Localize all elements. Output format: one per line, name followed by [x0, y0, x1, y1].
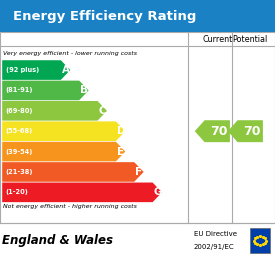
Text: Not energy efficient - higher running costs: Not energy efficient - higher running co… — [3, 204, 137, 209]
Text: 70: 70 — [243, 125, 260, 138]
Text: A: A — [62, 65, 70, 75]
Bar — [0, 32, 275, 223]
Text: E: E — [117, 147, 124, 157]
Text: EU Directive: EU Directive — [194, 231, 237, 237]
Text: 70: 70 — [210, 125, 227, 138]
Text: (55-68): (55-68) — [6, 128, 33, 134]
Polygon shape — [2, 142, 125, 162]
Text: (92 plus): (92 plus) — [6, 67, 39, 73]
Polygon shape — [2, 121, 125, 141]
Text: F: F — [135, 167, 142, 177]
Text: (1-20): (1-20) — [6, 189, 28, 195]
Bar — [250, 228, 270, 253]
Text: 2002/91/EC: 2002/91/EC — [194, 244, 235, 250]
Text: B: B — [80, 85, 88, 95]
Text: Energy Efficiency Rating: Energy Efficiency Rating — [13, 10, 196, 23]
Text: G: G — [153, 187, 162, 197]
Text: (81-91): (81-91) — [6, 87, 33, 93]
Polygon shape — [2, 101, 107, 121]
Text: (39-54): (39-54) — [6, 149, 33, 155]
Text: C: C — [98, 106, 106, 116]
Polygon shape — [2, 162, 144, 182]
Text: (69-80): (69-80) — [6, 108, 33, 114]
Bar — [0, 0, 275, 32]
Polygon shape — [228, 120, 263, 142]
Text: (21-38): (21-38) — [6, 169, 33, 175]
Text: D: D — [117, 126, 125, 136]
Polygon shape — [2, 80, 89, 100]
Polygon shape — [2, 60, 70, 80]
Text: Potential: Potential — [233, 35, 268, 44]
Polygon shape — [2, 183, 162, 202]
Text: England & Wales: England & Wales — [2, 234, 113, 247]
Polygon shape — [195, 120, 230, 142]
Text: Very energy efficient - lower running costs: Very energy efficient - lower running co… — [3, 51, 137, 56]
Text: Current: Current — [202, 35, 232, 44]
